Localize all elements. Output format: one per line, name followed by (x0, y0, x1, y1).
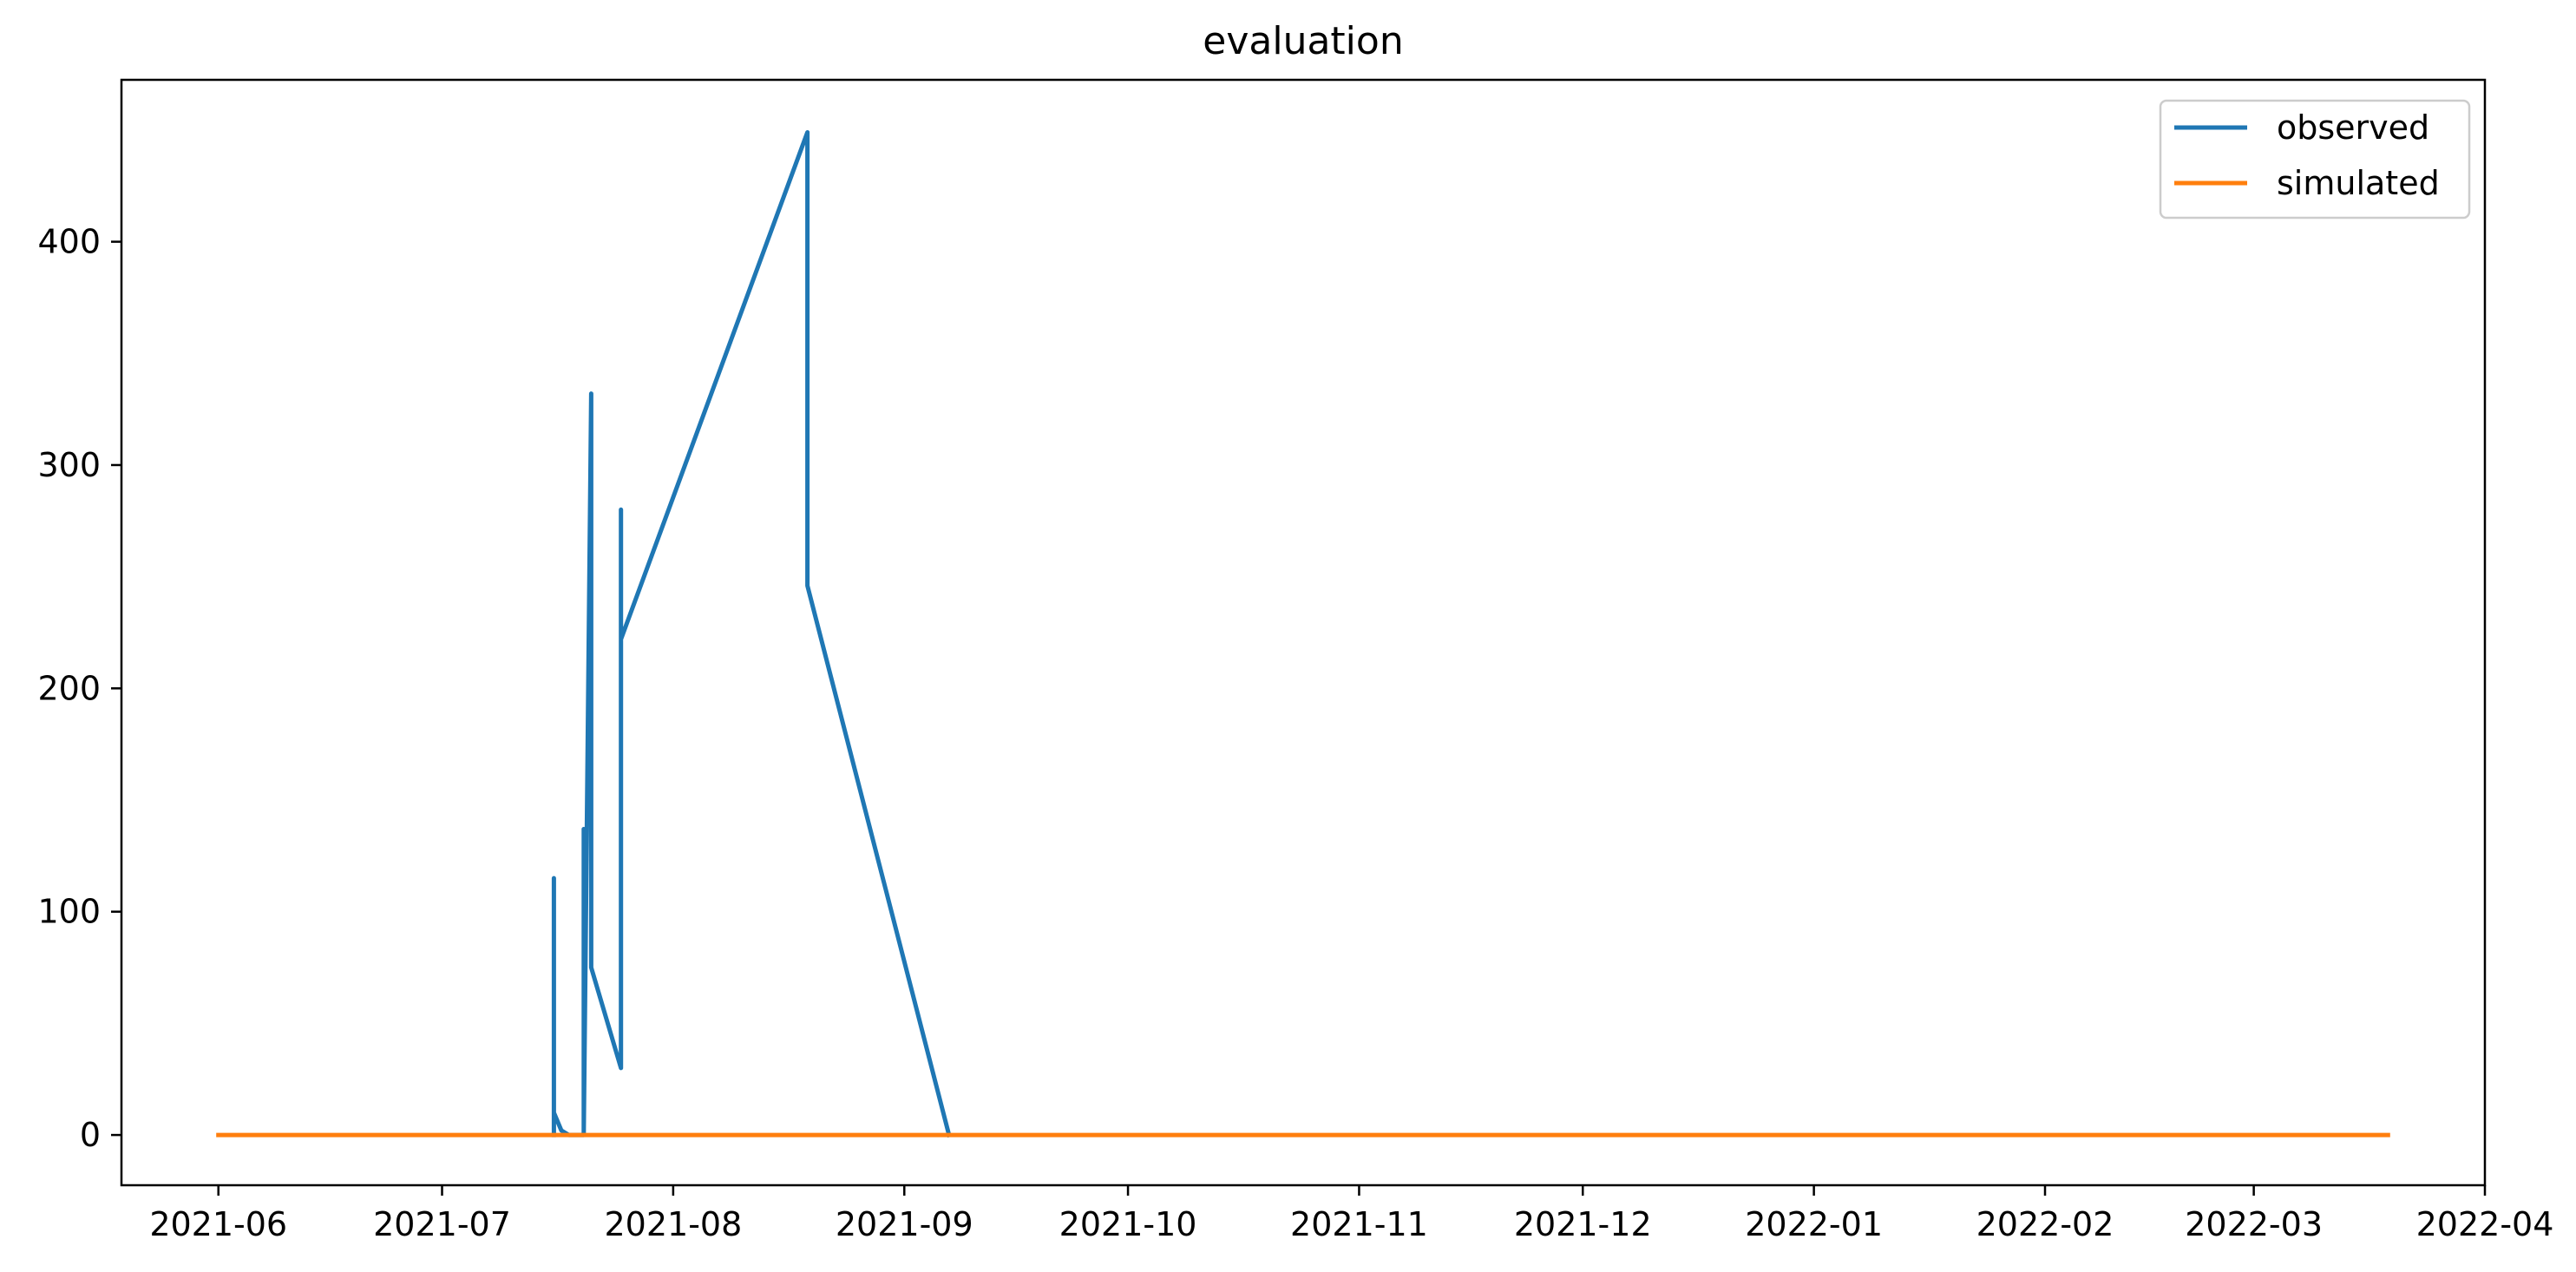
legend: observed simulated (2159, 99, 2471, 220)
legend-label-simulated: simulated (2277, 164, 2440, 202)
y-tick-label: 200 (37, 669, 101, 707)
x-axis: 2021-06 2021-07 2021-08 2021-09 2021-10 2021-… (149, 1185, 2553, 1243)
x-tick-label: 2021-10 (1059, 1205, 1197, 1243)
x-tick-label: 2022-04 (2416, 1205, 2554, 1243)
x-tick-label: 2021-11 (1290, 1205, 1428, 1243)
legend-box (2159, 99, 2471, 220)
plot-frame (120, 78, 2487, 1187)
y-tick-label: 100 (37, 893, 101, 931)
chart-title: evaluation (1203, 19, 1403, 63)
legend-label-observed: observed (2277, 108, 2429, 147)
x-tick-label: 2021-07 (373, 1205, 511, 1243)
x-tick-label: 2021-08 (604, 1205, 742, 1243)
y-axis: 0 100 200 300 400 (37, 223, 121, 1154)
x-tick-label: 2021-09 (836, 1205, 973, 1243)
y-tick-label: 300 (37, 446, 101, 484)
plot-area (216, 130, 2390, 1138)
x-tick-label: 2021-06 (149, 1205, 287, 1243)
x-tick-label: 2022-03 (2185, 1205, 2323, 1243)
y-tick-label: 0 (80, 1116, 101, 1154)
x-tick-label: 2022-02 (1976, 1205, 2114, 1243)
series-line-observed (551, 130, 952, 1138)
x-tick-label: 2021-12 (1514, 1205, 1652, 1243)
y-tick-label: 400 (37, 223, 101, 261)
x-tick-label: 2022-01 (1745, 1205, 1883, 1243)
